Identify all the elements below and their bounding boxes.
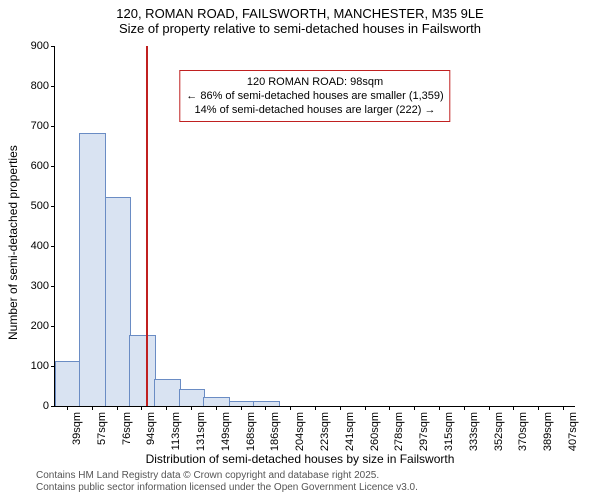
- x-tick-label: 76sqm: [121, 412, 133, 445]
- footer-line-1: Contains HM Land Registry data © Crown c…: [36, 470, 418, 482]
- x-tick-label: 223sqm: [319, 412, 331, 451]
- histogram-bar: [154, 379, 181, 406]
- y-tick-label: 800: [9, 80, 49, 92]
- x-tick-label: 297sqm: [418, 412, 430, 451]
- property-marker-line: [146, 46, 148, 406]
- x-tick-label: 278sqm: [393, 412, 405, 451]
- page-title: 120, ROMAN ROAD, FAILSWORTH, MANCHESTER,…: [0, 6, 600, 21]
- y-tick-label: 900: [9, 40, 49, 52]
- annotation-line-2: ← 86% of semi-detached houses are smalle…: [186, 89, 443, 103]
- y-tick-label: 400: [9, 240, 49, 252]
- y-tick-label: 500: [9, 200, 49, 212]
- x-tick-label: 204sqm: [294, 412, 306, 451]
- annotation-box: 120 ROMAN ROAD: 98sqm← 86% of semi-detac…: [179, 70, 450, 122]
- x-tick-label: 149sqm: [220, 412, 232, 451]
- x-tick-label: 241sqm: [344, 412, 356, 451]
- x-axis-label: Distribution of semi-detached houses by …: [0, 452, 600, 466]
- y-tick-label: 600: [9, 160, 49, 172]
- x-tick-label: 370sqm: [517, 412, 529, 451]
- histogram-bar: [203, 397, 230, 406]
- histogram-bar: [129, 335, 156, 406]
- footer-line-2: Contains public sector information licen…: [36, 482, 418, 494]
- y-tick-label: 200: [9, 320, 49, 332]
- histogram-bar: [55, 361, 82, 406]
- x-tick-label: 131sqm: [195, 412, 207, 451]
- annotation-line-3: 14% of semi-detached houses are larger (…: [186, 103, 443, 117]
- x-tick-label: 407sqm: [567, 412, 579, 451]
- y-tick-label: 0: [9, 400, 49, 412]
- x-tick-label: 39sqm: [71, 412, 83, 445]
- x-tick-label: 315sqm: [443, 412, 455, 451]
- y-tick-label: 700: [9, 120, 49, 132]
- histogram-bar: [105, 197, 132, 406]
- x-tick-label: 352sqm: [493, 412, 505, 451]
- x-tick-label: 113sqm: [170, 412, 182, 450]
- histogram-chart: 010020030040050060070080090039sqm57sqm76…: [54, 46, 574, 406]
- y-tick-label: 300: [9, 280, 49, 292]
- annotation-line-1: 120 ROMAN ROAD: 98sqm: [186, 75, 443, 89]
- x-tick-label: 57sqm: [96, 412, 108, 445]
- x-tick-label: 186sqm: [269, 412, 281, 451]
- copyright-footer: Contains HM Land Registry data © Crown c…: [36, 470, 418, 494]
- x-tick-label: 260sqm: [369, 412, 381, 451]
- histogram-bar: [253, 401, 280, 406]
- x-tick-label: 168sqm: [245, 412, 257, 451]
- histogram-bar: [79, 133, 106, 406]
- x-tick-label: 389sqm: [542, 412, 554, 451]
- histogram-bar: [229, 401, 256, 406]
- x-tick-label: 333sqm: [468, 412, 480, 451]
- histogram-bar: [179, 389, 206, 406]
- x-tick-label: 94sqm: [145, 412, 157, 445]
- page-subtitle: Size of property relative to semi-detach…: [0, 21, 600, 36]
- y-tick-label: 100: [9, 360, 49, 372]
